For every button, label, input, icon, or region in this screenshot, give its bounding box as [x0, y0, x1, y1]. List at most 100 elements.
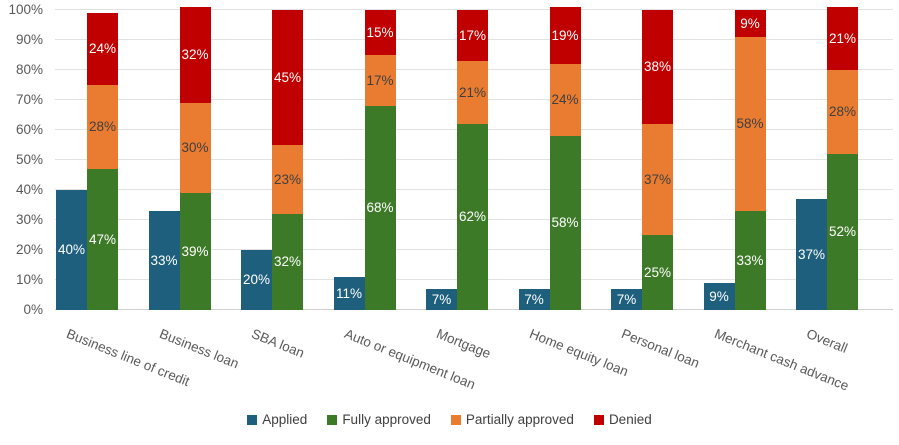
legend-label: Applied [262, 412, 308, 427]
y-axis-tick-label: 60% [15, 122, 43, 137]
bar-segment-partially-approved: 28% [827, 70, 858, 154]
y-axis-tick-label: 10% [15, 272, 43, 287]
legend-label: Partially approved [465, 412, 574, 427]
bar-segment-denied: 21% [827, 7, 858, 70]
y-axis-tick-label: 90% [15, 32, 43, 47]
bar-segment-fully-approved: 47% [87, 169, 118, 310]
outcome-stacked-bar: 62% 21% 17% [457, 10, 488, 310]
category-group-personal-loan: 7% 25% 37% 38% [610, 10, 703, 310]
y-axis-tick-label: 50% [15, 152, 43, 167]
legend-label: Fully approved [342, 412, 431, 427]
y-axis: 0% 10% 20% 30% 40% 50% 60% 70% 80% 90% 100% [0, 0, 43, 445]
outcome-stacked-bar: 47% 28% 24% [87, 13, 118, 310]
applied-bar: 9% [703, 283, 735, 310]
data-label: 9% [740, 15, 760, 31]
data-label: 21% [458, 84, 487, 100]
data-label: 38% [643, 59, 672, 75]
data-label: 21% [828, 30, 857, 46]
y-axis-tick-label: 40% [15, 182, 43, 197]
data-label: 9% [709, 288, 729, 304]
bar-segment-partially-approved: 37% [642, 124, 673, 235]
applied-bar: 33% [148, 211, 180, 310]
outcome-stacked-bar: 58% 24% 19% [549, 7, 581, 310]
category-group-merchant-cash-advance: 9% 33% 58% 9% [703, 10, 796, 310]
data-label: 30% [181, 140, 209, 156]
bar-segment-partially-approved: 30% [179, 103, 211, 193]
category-group-auto-or-equipment-loan: 11% 68% 17% 15% [333, 10, 426, 310]
data-label: 40% [57, 242, 86, 258]
legend-item-denied: Denied [593, 412, 652, 427]
x-axis-label-home-equity-loan: Home equity loan [526, 326, 630, 380]
data-label: 37% [643, 171, 672, 187]
data-label: 25% [643, 264, 672, 280]
outcome-stacked-bar: 68% 17% 15% [364, 10, 396, 310]
data-label: 52% [828, 224, 857, 240]
data-label: 32% [181, 47, 209, 63]
bar-segment-fully-approved: 68% [364, 106, 396, 310]
data-label: 47% [88, 231, 117, 247]
legend-swatch-partially-approved [450, 414, 461, 425]
bar-segment-denied: 45% [272, 10, 303, 145]
x-axis-label-mortgage: Mortgage [434, 326, 493, 362]
data-label: 28% [828, 104, 857, 120]
bar-segment-fully-approved: 58% [549, 136, 581, 310]
data-label: 24% [88, 41, 117, 57]
y-axis-tick-label: 20% [15, 242, 43, 257]
data-label: 37% [797, 246, 826, 262]
bar-segment-partially-approved: 28% [87, 85, 118, 169]
data-label: 20% [242, 272, 271, 288]
legend-label: Denied [608, 412, 652, 427]
data-label: 7% [524, 291, 544, 307]
bar-segment-fully-approved: 32% [272, 214, 303, 310]
plot-area: 40% 47% 28% 24% 33% 39% 30% 32% 20% 32% 23% 45% 11% 6… [55, 7, 893, 310]
category-group-sba-loan: 20% 32% 23% 45% [240, 10, 333, 310]
data-label: 7% [616, 291, 637, 307]
gridline [55, 9, 893, 10]
outcome-stacked-bar: 33% 58% 9% [734, 10, 766, 310]
bar-slots: 40% 47% 28% 24% 33% 39% 30% 32% 20% 32% 23% 45% 11% 6… [55, 7, 888, 310]
data-label: 33% [150, 252, 178, 268]
data-label: 39% [181, 243, 209, 259]
category-group-home-equity-loan: 7% 58% 24% 19% [518, 7, 611, 310]
data-label: 58% [551, 215, 579, 231]
bar-segment-partially-approved: 23% [272, 145, 303, 214]
bar-segment-denied: 9% [734, 10, 766, 37]
bar-segment-fully-approved: 39% [179, 193, 211, 310]
bar-segment-fully-approved: 33% [734, 211, 766, 310]
applied-bar: 11% [333, 277, 365, 310]
x-axis-label-business-line-of-credit: Business line of credit [64, 326, 192, 390]
y-axis-tick-label: 100% [8, 2, 43, 17]
bar-segment-fully-approved: 62% [457, 124, 488, 310]
bar-segment-denied: 38% [642, 10, 673, 124]
y-axis-tick-label: 0% [23, 302, 43, 317]
applied-bar: 20% [241, 250, 272, 310]
bar-segment-partially-approved: 17% [364, 55, 396, 106]
data-label: 58% [736, 116, 764, 132]
legend-item-partially-approved: Partially approved [450, 412, 574, 427]
bar-segment-fully-approved: 52% [827, 154, 858, 310]
y-axis-tick-label: 30% [15, 212, 43, 227]
data-label: 17% [366, 72, 394, 88]
category-group-mortgage: 7% 62% 21% 17% [425, 10, 518, 310]
bar-segment-denied: 17% [457, 10, 488, 61]
category-group-overall: 37% 52% 28% 21% [795, 7, 888, 310]
data-label: 11% [335, 285, 363, 301]
bar-segment-denied: 32% [179, 7, 211, 103]
legend-swatch-fully-approved [327, 414, 338, 425]
data-label: 33% [736, 252, 764, 268]
y-axis-tick-label: 70% [15, 92, 43, 107]
x-axis-label-business-loan: Business loan [156, 326, 241, 372]
y-axis-tick-label: 80% [15, 62, 43, 77]
outcome-stacked-bar: 52% 28% 21% [827, 7, 858, 310]
x-axis-label-overall: Overall [804, 326, 850, 356]
data-label: 23% [273, 171, 302, 187]
legend-swatch-applied [247, 414, 258, 425]
legend-item-fully-approved: Fully approved [327, 413, 431, 427]
legend: Applied Fully approved Partially approved D… [0, 413, 899, 427]
data-label: 68% [366, 200, 394, 216]
bar-segment-partially-approved: 24% [549, 64, 581, 136]
data-label: 32% [273, 254, 302, 270]
data-label: 45% [273, 69, 302, 85]
legend-swatch-denied [593, 414, 604, 425]
